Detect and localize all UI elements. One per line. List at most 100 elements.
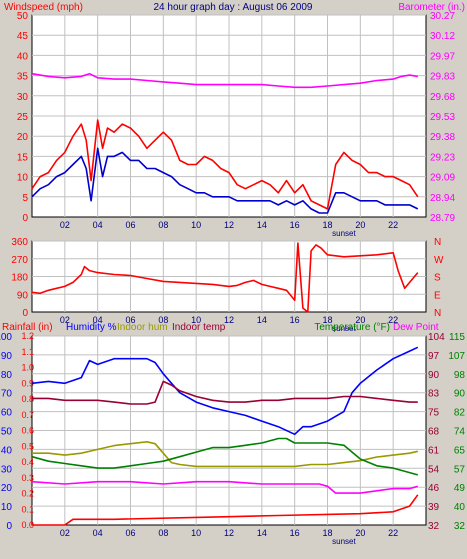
indoor-temp-tick-label: 75 [428,408,440,419]
x-tick-label: 04 [93,315,103,325]
humidity-tick-label: 90 [1,351,13,362]
barometer-tick-label: 28.94 [430,193,455,204]
x-tick-label: 10 [191,528,201,538]
humidity-tick-label: 0 [6,521,12,532]
compass-tick-label: N [434,308,441,319]
windspeed-tick-label: 15 [17,152,29,163]
barometer-tick-label: 28.79 [430,213,455,224]
direction-degree-tick: 360 [11,237,28,248]
humidity-tick-label: 10 [1,502,13,513]
barometer-line [31,72,418,89]
x-tick-label: 06 [125,315,135,325]
windspeed-tick-label: 40 [17,51,29,62]
windspeed-tick-label: 10 [17,173,29,184]
barometer-tick-label: 29.09 [430,173,455,184]
rain-tick-label: 0.6 [21,426,34,436]
legend-entry-left: Indoor hum [117,322,168,333]
humidity-line [31,346,419,436]
humidity-tick-label: 20 [1,483,13,494]
temperature-tick-label: 74 [454,427,466,438]
windspeed-line [31,119,419,210]
rain-tick-label: 0.9 [21,378,34,388]
direction-degree-tick: 0 [22,308,28,319]
x-tick-label: 20 [355,220,365,230]
x-tick-label: 22 [388,528,398,538]
x-tick-label: 02 [60,528,70,538]
humidity-tick-label: 50 [1,427,13,438]
compass-tick-label: S [434,273,441,284]
x-tick-label: 18 [322,315,332,325]
chart-title: 24 hour graph day : August 06 2009 [153,2,312,13]
x-tick-label: 02 [60,220,70,230]
indoor-temp-tick-label: 54 [428,464,440,475]
windspeed-tick-label: 35 [17,72,29,83]
humidity-tick-label: 100 [0,332,12,343]
rain-tick-label: 0.8 [21,394,34,404]
x-tick-label: 04 [93,528,103,538]
humidity-tick-label: 40 [1,445,13,456]
x-tick-label: 16 [290,220,300,230]
rain-tick-label: 0.3 [21,473,34,483]
humidity-tick-label: 70 [1,389,13,400]
compass-tick-label: W [434,255,444,266]
barometer-tick-label: 29.83 [430,72,455,83]
x-tick-label: 18 [322,220,332,230]
x-tick-label: 06 [125,528,135,538]
x-tick-label: 04 [93,220,103,230]
x-tick-label: 18 [322,528,332,538]
temperature-tick-label: 32 [454,521,466,532]
windspeed-tick-label: 5 [22,193,28,204]
sunset-label: sunset [332,537,356,546]
rain-tick-label: 0.5 [21,441,34,451]
temperature-tick-label: 115 [449,332,465,343]
rain-tick-label: 0.2 [21,489,34,499]
legend-entry-left: Indoor temp [172,322,226,333]
rain-tick-label: 0.1 [21,504,34,514]
temperature-tick-label: 65 [454,445,466,456]
barometer-tick-label: 29.97 [430,51,455,62]
windspeed-tick-label: 30 [17,92,29,103]
windspeed-tick-label: 45 [17,31,29,42]
indoor-temp-tick-label: 39 [428,502,440,513]
x-tick-label: 14 [257,220,267,230]
sunset-label: sunset [332,324,356,333]
legend-entry-left: Rainfall (in) [2,322,53,333]
x-tick-label: 10 [191,315,201,325]
rain-tick-label: 1.1 [21,347,34,357]
legend-temperature: Temperature (°F) [314,322,390,333]
barometer-tick-label: 30.27 [430,11,455,22]
barometer-tick-label: 29.23 [430,152,455,163]
barometer-axis-title: Barometer (in.) [398,2,465,13]
temperature-tick-label: 57 [454,464,466,475]
x-tick-label: 12 [224,220,234,230]
sunset-label: sunset [332,229,356,238]
barometer-tick-label: 29.68 [430,92,455,103]
temperature-tick-label: 90 [454,389,466,400]
wind-direction-line [31,242,419,313]
barometer-tick-label: 29.53 [430,112,455,123]
temperature-tick-label: 107 [448,351,465,362]
x-tick-label: 08 [158,220,168,230]
x-tick-label: 20 [355,528,365,538]
compass-tick-label: E [434,290,441,301]
direction-degree-tick: 90 [17,290,29,301]
indoor-humidity-line [32,440,418,468]
temperature-tick-label: 98 [454,370,466,381]
rain-tick-label: 0.7 [21,410,34,420]
humidity-tick-label: 80 [1,370,13,381]
x-tick-label: 14 [257,315,267,325]
wind-gust-line [31,147,419,214]
x-tick-label: 12 [224,528,234,538]
windspeed-tick-label: 50 [17,11,29,22]
rain-tick-label: 1.2 [21,331,34,341]
indoor-temp-tick-label: 97 [428,351,440,362]
direction-degree-tick: 180 [11,273,28,284]
temperature-line [31,437,419,476]
windspeed-tick-label: 25 [17,112,29,123]
windspeed-tick-label: 20 [17,132,29,143]
indoor-temp-tick-label: 104 [428,332,445,343]
x-tick-label: 02 [60,315,70,325]
x-tick-label: 22 [388,220,398,230]
x-tick-label: 06 [125,220,135,230]
